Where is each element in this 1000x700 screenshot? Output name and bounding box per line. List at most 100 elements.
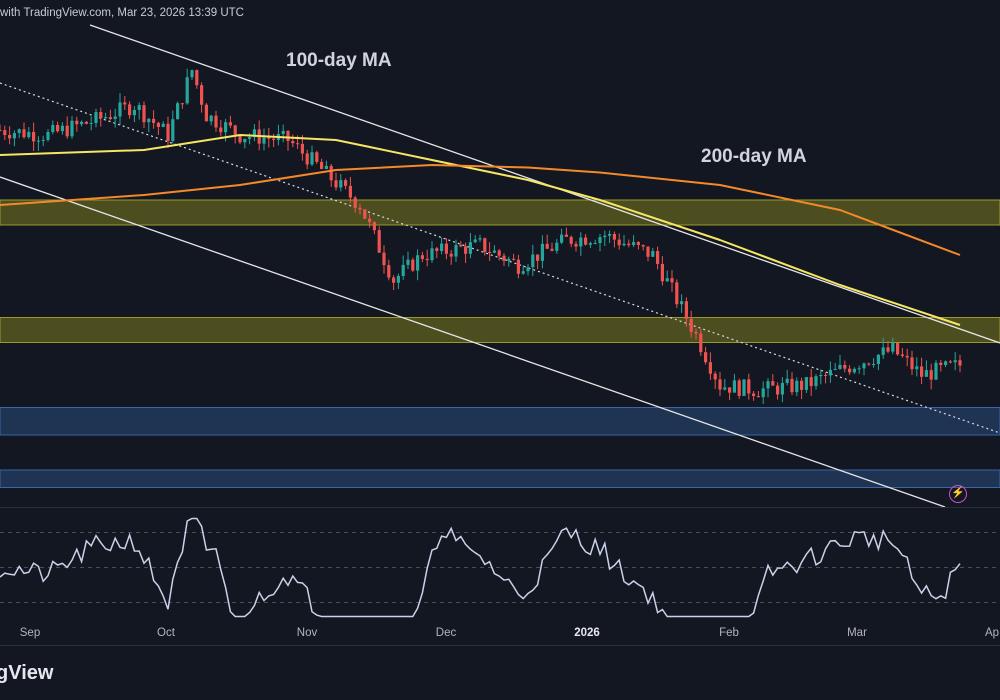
candle-body (281, 130, 285, 134)
candle-body (881, 347, 885, 355)
candle-body (123, 102, 127, 105)
candle-body (358, 207, 362, 210)
candle-body (608, 233, 612, 236)
candle-body (99, 112, 103, 119)
x-tick: Feb (719, 627, 739, 639)
candle-body (742, 379, 746, 396)
candle-body (579, 237, 583, 247)
candle-body (704, 352, 708, 363)
candle-body (814, 376, 818, 387)
candle-body (891, 342, 895, 352)
lightning-bolt-icon[interactable]: ⚡ (949, 485, 967, 503)
candle-body (22, 129, 26, 138)
candle-body (305, 153, 309, 165)
candle-body (262, 137, 266, 144)
candle-body (128, 104, 132, 116)
candle-body (80, 121, 84, 125)
ma100-label: 100-day MA (286, 50, 392, 71)
candle-body (507, 258, 511, 261)
candle-body (939, 362, 943, 365)
candle-body (243, 138, 247, 143)
candle-body (675, 282, 679, 305)
candle-body (228, 122, 232, 126)
channel-bottom-line (0, 176, 946, 508)
candle-body (680, 301, 684, 305)
candle-body (190, 70, 194, 78)
candle-body (776, 385, 780, 395)
candle-body (195, 70, 199, 86)
candle-body (852, 368, 856, 373)
candle-body (27, 131, 31, 138)
candle-body (574, 243, 578, 247)
candle-body (809, 377, 813, 387)
candle-body (924, 370, 928, 377)
x-tick: Ap (984, 627, 1000, 639)
candle-body (560, 234, 564, 243)
candle-body (598, 237, 602, 244)
candle-body (747, 379, 751, 394)
candle-body (387, 265, 391, 278)
candle-body (84, 121, 88, 124)
candle-body (492, 250, 496, 253)
candle-body (132, 109, 136, 116)
candle-body (171, 119, 175, 142)
candle-body (857, 368, 861, 370)
candle-body (800, 380, 804, 390)
candle-body (584, 237, 588, 245)
candle-body (660, 263, 664, 282)
candle-body (329, 165, 333, 181)
candle-body (180, 103, 184, 105)
candle-body (310, 152, 314, 165)
candle-body (694, 331, 698, 334)
candle-body (632, 242, 636, 246)
candle-body (166, 123, 170, 142)
candle-body (118, 102, 122, 117)
candle-body (531, 254, 535, 268)
candle-body (454, 244, 458, 257)
x-tick: 2026 (574, 627, 600, 639)
ma200-label: 200-day MA (701, 146, 807, 167)
candle-body (233, 125, 237, 135)
candle-body (435, 248, 439, 252)
candle-body (478, 238, 482, 240)
candle-body (540, 243, 544, 261)
candle-body (147, 118, 151, 123)
candle-body (545, 243, 549, 249)
candle-body (732, 380, 736, 393)
candle-body (521, 271, 525, 274)
candle-body (550, 248, 554, 251)
ma200-line (0, 164, 961, 256)
candle-body (948, 361, 952, 363)
candle-body (353, 197, 357, 208)
candle-body (344, 180, 348, 186)
candle-body (526, 267, 530, 272)
candle-body (32, 131, 36, 142)
candle-body (377, 230, 381, 253)
candle-body (416, 255, 420, 271)
x-tick: Oct (157, 627, 175, 639)
candle-body (75, 120, 79, 125)
candle-body (708, 362, 712, 374)
candle-body (425, 258, 429, 261)
candle-body (315, 152, 319, 162)
candle-body (382, 252, 386, 266)
candle-body (612, 233, 616, 240)
candle-body (142, 105, 146, 123)
candle-body (915, 366, 919, 370)
candle-body (588, 243, 592, 245)
candles (0, 68, 962, 405)
chart-header: with TradingView.com, Mar 23, 2026 13:39… (0, 7, 244, 19)
candle-body (104, 117, 108, 119)
candle-body (267, 137, 271, 139)
candle-body (684, 301, 688, 319)
resistance-zone-upper (0, 199, 1000, 226)
candle-body (185, 77, 189, 104)
candle-body (70, 120, 74, 137)
candle-body (219, 127, 223, 133)
x-tick: Sep (19, 627, 41, 639)
candle-body (622, 243, 626, 246)
x-tick: Dec (435, 627, 457, 639)
candle-body (12, 133, 16, 139)
candle-body (348, 185, 352, 198)
